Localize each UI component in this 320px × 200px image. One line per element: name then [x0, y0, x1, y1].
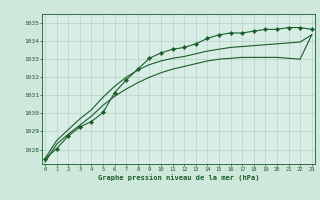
X-axis label: Graphe pression niveau de la mer (hPa): Graphe pression niveau de la mer (hPa): [98, 175, 259, 181]
